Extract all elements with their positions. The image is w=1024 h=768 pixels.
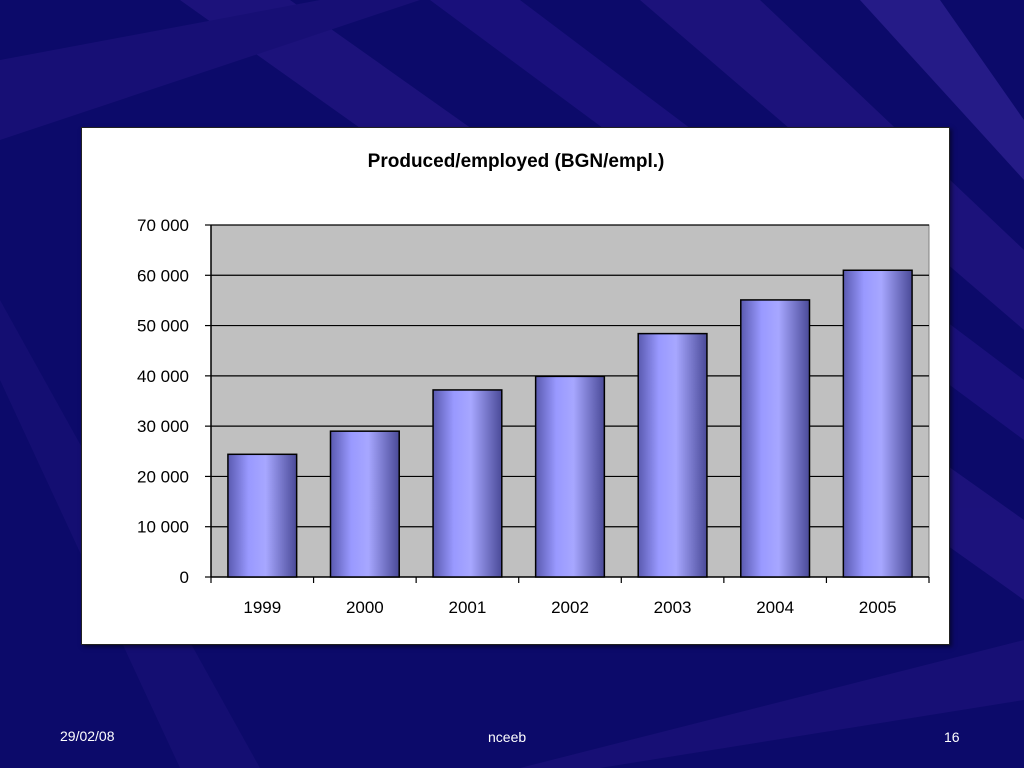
y-tick-label: 70 000 xyxy=(137,216,189,235)
footer-date: 29/02/08 xyxy=(60,728,115,744)
bar-chart: Produced/employed (BGN/empl.) 0 10 000 20 … xyxy=(137,151,930,617)
footer-page-number: 16 xyxy=(944,729,960,745)
x-tick-label: 2002 xyxy=(551,598,589,617)
bar xyxy=(740,299,811,578)
bar xyxy=(432,389,503,578)
bar xyxy=(329,430,400,578)
bar xyxy=(842,269,913,578)
x-tick-label: 2003 xyxy=(654,598,692,617)
y-tick-label: 0 xyxy=(180,568,189,587)
chart-frame: Produced/employed (BGN/empl.) 0 10 000 20 … xyxy=(81,127,950,645)
y-tick-label: 10 000 xyxy=(137,518,189,537)
x-tick-label: 2004 xyxy=(756,598,794,617)
y-tick-label: 30 000 xyxy=(137,417,189,436)
y-tick-label: 60 000 xyxy=(137,266,189,285)
x-tick-label: 2001 xyxy=(449,598,487,617)
bar xyxy=(637,332,708,578)
y-tick-label: 40 000 xyxy=(137,367,189,386)
x-tick-label: 2000 xyxy=(346,598,384,617)
x-tick-label: 2005 xyxy=(859,598,897,617)
y-tick-label: 20 000 xyxy=(137,467,189,486)
plot-area: 0 10 000 20 000 30 000 40 000 50 000 60 000 70 … xyxy=(137,216,930,617)
x-tick-label: 1999 xyxy=(243,598,281,617)
y-tick-label: 50 000 xyxy=(137,317,189,336)
bar xyxy=(534,375,606,578)
bar xyxy=(227,453,298,578)
chart-title: Produced/employed (BGN/empl.) xyxy=(368,151,665,172)
footer-center-text: nceeb xyxy=(488,729,527,745)
